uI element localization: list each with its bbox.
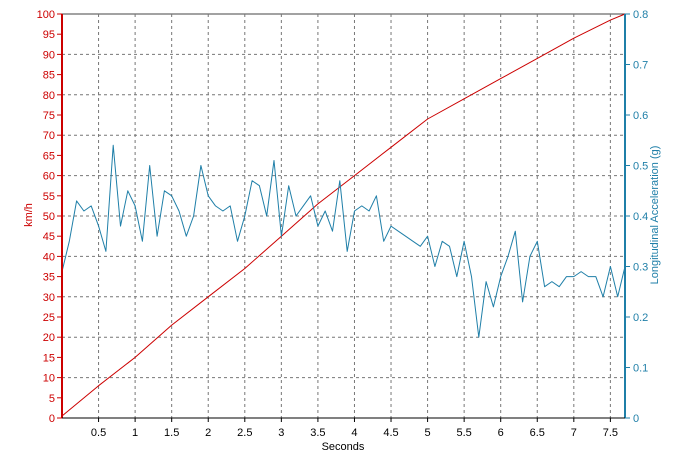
left-tick-label: 65 — [43, 150, 55, 162]
right-tick-label: 0.2 — [633, 312, 648, 324]
left-tick-label: 30 — [43, 292, 55, 304]
right-tick-label: 0.1 — [633, 363, 648, 375]
x-tick-label: 1.5 — [164, 427, 179, 439]
left-tick-label: 5 — [49, 393, 55, 405]
right-tick-label: 0.3 — [633, 262, 648, 274]
x-tick-label: 4 — [351, 427, 357, 439]
axes: 0.5 1 1.5 2 2.5 3 3.5 4 4.5 5 5.5 6 6.5 7 7.5 0 5 10 15 20 2… — [37, 9, 649, 439]
left-tick-label: 55 — [43, 191, 55, 203]
left-tick-label: 15 — [43, 352, 55, 364]
right-tick-label: 0.7 — [633, 60, 648, 72]
left-tick-label: 20 — [43, 332, 55, 344]
x-tick-label: 6.5 — [530, 427, 545, 439]
right-tick-label: 0.8 — [633, 9, 648, 21]
left-tick-label: 45 — [43, 231, 55, 243]
x-tick-label: 4.5 — [383, 427, 398, 439]
x-tick-label: 5.5 — [456, 427, 471, 439]
x-tick-label: 2 — [205, 427, 211, 439]
left-tick-label: 50 — [43, 211, 55, 223]
left-tick-label: 85 — [43, 70, 55, 82]
x-tick-label: 3.5 — [310, 427, 325, 439]
x-tick-label: 3 — [278, 427, 284, 439]
x-tick-label: 1 — [132, 427, 138, 439]
x-tick-label: 7.5 — [603, 427, 618, 439]
right-tick-label: 0.6 — [633, 110, 648, 122]
right-tick-label: 0.5 — [633, 161, 648, 173]
x-axis-title: Seconds — [322, 441, 365, 453]
x-tick-label: 5 — [425, 427, 431, 439]
left-tick-label: 90 — [43, 49, 55, 61]
left-tick-label: 70 — [43, 130, 55, 142]
grid — [61, 13, 626, 419]
left-tick-label: 40 — [43, 251, 55, 263]
right-tick-label: 0.4 — [633, 211, 648, 223]
left-axis-title: km/h — [23, 203, 35, 227]
left-tick-label: 35 — [43, 272, 55, 284]
left-tick-label: 25 — [43, 312, 55, 324]
left-tick-label: 100 — [37, 9, 55, 21]
right-axis-title: Longitudinal Acceleration (g) — [649, 146, 661, 285]
series-group — [61, 13, 626, 417]
left-tick-label: 95 — [43, 29, 55, 41]
left-tick-label: 80 — [43, 90, 55, 102]
right-tick-label: 0 — [633, 413, 639, 425]
left-tick-label: 0 — [49, 413, 55, 425]
x-tick-label: 6 — [498, 427, 504, 439]
left-tick-label: 60 — [43, 171, 55, 183]
x-tick-label: 2.5 — [237, 427, 252, 439]
speed-line — [61, 13, 626, 417]
x-tick-label: 7 — [571, 427, 577, 439]
left-tick-label: 10 — [43, 373, 55, 385]
x-tick-label: 0.5 — [91, 427, 106, 439]
acceleration-line — [61, 144, 626, 338]
left-tick-label: 75 — [43, 110, 55, 122]
